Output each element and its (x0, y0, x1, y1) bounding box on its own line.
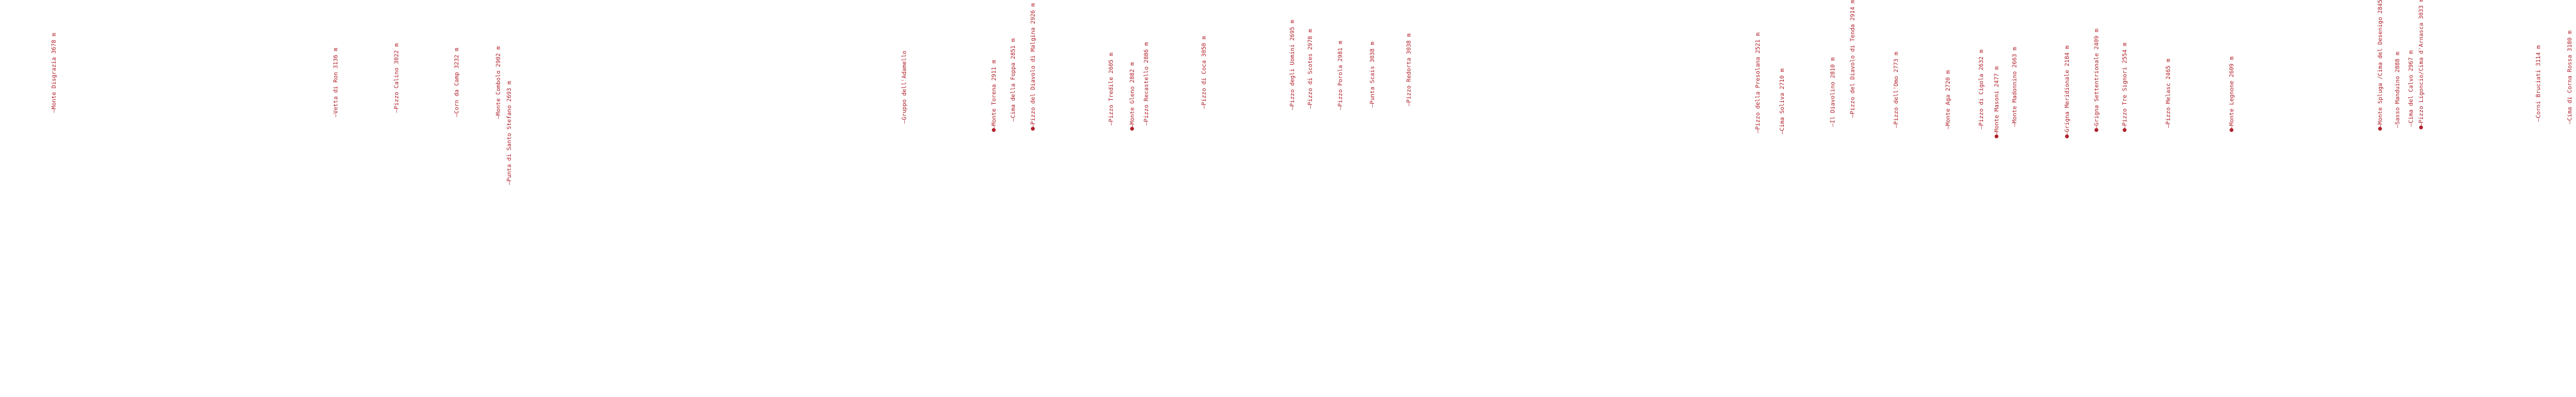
peak-name: —Corn da Camp 3232 m (454, 47, 460, 117)
peak-label: —Pizzo Redorta 3038 m (1406, 0, 1416, 106)
peak-label: —Gruppo dell'Adamello (902, 0, 912, 124)
peak-label: —Pizzo del Diavolo di Tenda 2914 m (1850, 0, 1860, 118)
peak-name: —Pizzo del Diavolo di Tenda 2914 m (1850, 0, 1856, 118)
peak-label: —Corni Bruciati 3114 m (2536, 0, 2546, 122)
peak-marker-icon (2094, 128, 2098, 132)
peak-label: —Sasso Manduino 2888 m (2395, 0, 2405, 128)
peak-name: —Gruppo dell'Adamello (902, 51, 908, 124)
peak-name: —Monte Legnone 2609 m (2229, 56, 2235, 129)
peak-label: —Monte Torena 2911 m (991, 0, 1001, 132)
peak-name: —Cima della Foppa 2851 m (1010, 38, 1017, 122)
peak-name: —Monte Aga 2720 m (1945, 70, 1952, 129)
peak-label: —Pizzo Ligoncio/Cima d'Arnasca 3033 m (2418, 0, 2429, 129)
peak-marker-icon (2230, 128, 2233, 132)
peak-label: —Punta Scais 3038 m (1370, 0, 1380, 108)
peak-label: —Punta di Santo Stefano 2693 m (506, 51, 517, 185)
peak-label: —Pizzo della Presolana 2521 m (1755, 0, 1765, 133)
peak-name: —Punta di Santo Stefano 2693 m (506, 81, 513, 185)
peak-label: —Monte Aga 2720 m (1945, 0, 1956, 129)
peak-name: —Monte Spluga /Cima del Desenigo 2845 m (2378, 0, 2384, 128)
peak-name: —Monte Masoni 2477 m (1994, 66, 2000, 136)
peak-label: —Il Diavolino 2810 m (1830, 0, 1840, 127)
peak-name: —Pizzo di Cigola 2632 m (1979, 49, 1985, 129)
peak-label: —Monte Disgrazia 3678 m (51, 0, 61, 113)
peak-name: —Pizzo di Coca 3050 m (1201, 36, 1208, 109)
peak-marker-icon (1995, 134, 1998, 138)
peak-label: —Monte Masoni 2477 m (1994, 1, 2004, 138)
peak-name: —Sasso Manduino 2888 m (2395, 51, 2401, 128)
peak-name: —Pizzo Recastello 2886 m (1144, 42, 1150, 126)
peak-name: —Monte Madonnino 2663 m (2012, 47, 2018, 127)
peak-name: —Cima Soliva 2710 m (1779, 69, 1786, 134)
peak-label: —Pizzo Melasc 2465 m (2166, 0, 2176, 128)
peak-label: —Pizzo Calino 3022 m (394, 0, 404, 113)
peak-marker-icon (2378, 127, 2382, 131)
peak-label: —Pizzo degli Uomini 2695 m (1290, 0, 1300, 110)
peak-label: —Monte Combolo 2902 m (496, 0, 506, 119)
peak-name: —Punta Scais 3038 m (1370, 42, 1376, 108)
peak-name: —Pizzo Redorta 3038 m (1406, 33, 1413, 106)
peak-name: —Il Diavolino 2810 m (1830, 57, 1836, 127)
peak-marker-icon (2065, 134, 2069, 138)
peak-label: —Monte Madonnino 2663 m (2012, 0, 2022, 127)
peak-label: —Pizzo di Coca 3050 m (1201, 0, 1211, 109)
peak-label: —Pizzo di Scotes 2978 m (1308, 0, 1318, 109)
peak-name: —Grigna Meridionale 2184 m (2064, 45, 2071, 136)
peak-label: —Pizzo dell'Omo 2773 m (1893, 0, 1904, 128)
peak-label: —Pizzo del Diavolo di Malgina 2926 m (1030, 0, 1041, 131)
peak-label: —Pizzo di Cigola 2632 m (1979, 0, 1989, 129)
peak-name: —Cima del Calvo 2967 m (2408, 50, 2415, 127)
peak-name: —Monte Torena 2911 m (991, 60, 998, 129)
peak-label: —Pizzo Porola 2981 m (1338, 0, 1348, 110)
peak-label: —Pizzo Tre Signori 2554 m (2122, 0, 2132, 132)
peak-name: —Pizzo del Diavolo di Malgina 2926 m (1030, 3, 1037, 128)
peak-marker-icon (992, 128, 996, 132)
peak-label: —Pizzo Tredile 2605 m (1108, 0, 1119, 126)
peak-label: —Cima Soliva 2710 m (1779, 0, 1790, 134)
peak-label: —Pizzo Recastello 2886 m (1144, 0, 1154, 126)
peak-label: —Cima della Foppa 2851 m (1010, 0, 1021, 122)
peak-name: —Pizzo Ligoncio/Cima d'Arnasca 3033 m (2418, 0, 2425, 127)
peak-name: —Monte Combolo 2902 m (496, 46, 502, 119)
peak-name: —Grigna Settentrionale 2409 m (2094, 28, 2100, 129)
peak-label: —Monte Legnone 2609 m (2229, 0, 2239, 132)
peak-label: —Cima del Calvo 2967 m (2408, 0, 2418, 127)
peak-label: —Monte Gleno 2882 m (1130, 0, 1140, 131)
peak-marker-icon (1130, 127, 1134, 131)
peak-name: —Pizzo Melasc 2465 m (2166, 58, 2172, 128)
peak-name: —Pizzo dell'Omo 2773 m (1893, 51, 1900, 128)
peak-label: —Cima di Corna Rossa 3180 m (2567, 0, 2576, 124)
peak-marker-icon (1031, 127, 1035, 131)
peak-name: —Vetta di Ron 3136 m (333, 47, 339, 117)
peak-name: —Pizzo di Scotes 2978 m (1308, 29, 1314, 109)
peak-marker-icon (2123, 128, 2126, 132)
peak-marker-icon (2419, 126, 2423, 129)
peak-name: —Pizzo Tre Signori 2554 m (2122, 42, 2128, 129)
peak-name: —Pizzo Porola 2981 m (1338, 40, 1344, 110)
peak-name: —Corni Bruciati 3114 m (2536, 45, 2542, 122)
peak-label: —Monte Spluga /Cima del Desenigo 2845 m (2378, 0, 2388, 131)
peak-name: —Pizzo degli Uomini 2695 m (1290, 20, 1296, 110)
peak-label: —Corn da Camp 3232 m (454, 0, 464, 117)
peak-name: —Monte Gleno 2882 m (1130, 62, 1136, 128)
peak-label: —Grigna Meridionale 2184 m (2064, 1, 2075, 138)
peak-name: —Monte Disgrazia 3678 m (51, 33, 58, 113)
peak-name: —Pizzo Calino 3022 m (394, 43, 400, 113)
peak-name: —Pizzo della Presolana 2521 m (1755, 32, 1762, 133)
peak-name: —Pizzo Tredile 2605 m (1108, 53, 1115, 126)
peak-name: —Cima di Corna Rossa 3180 m (2567, 30, 2573, 124)
peak-label: —Vetta di Ron 3136 m (333, 0, 343, 117)
peak-label: —Grigna Settentrionale 2409 m (2094, 0, 2104, 132)
